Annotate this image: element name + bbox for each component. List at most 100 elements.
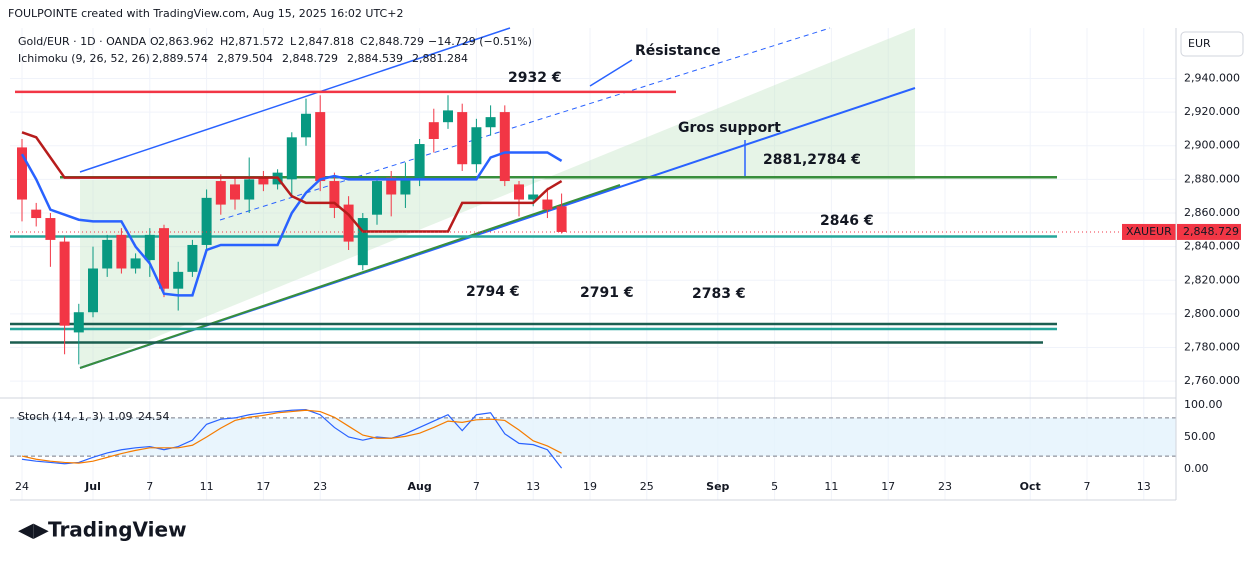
level-label: 2794 € [466,284,520,300]
x-tick-label: 23 [938,480,952,493]
level-label: 2791 € [580,285,634,301]
arrow [589,59,633,87]
candle-body [144,234,155,261]
y-tick-label: 2,760.000 [1184,374,1240,387]
candle-body [301,113,311,138]
stoch-legend-value: 1.09 [108,410,133,423]
ohlc-value: 2,847.818 [298,35,354,48]
y-tick-label: 2,900.000 [1184,139,1240,152]
stoch-line [21,409,562,464]
ohlc-key: H [220,35,228,48]
x-tick-label: Aug [407,480,431,493]
x-tick-label: 17 [881,480,895,493]
annotation: Résistance [635,43,721,59]
candle-body [88,268,98,313]
stoch-line [21,409,563,469]
candle-body [286,137,297,180]
x-tick-label: 17 [256,480,270,493]
candle-body [17,147,27,200]
x-tick-label: 13 [526,480,540,493]
stoch-title: Stoch (14, 1, 3) [18,410,103,423]
y-tick-label: 2,880.000 [1184,172,1240,185]
x-tick-label: 5 [771,480,778,493]
x-tick-label: 7 [473,480,480,493]
currency-box[interactable] [1180,31,1244,57]
candle-body [556,206,567,232]
x-tick-label: 25 [640,480,654,493]
ticker-box [1122,223,1176,240]
ichimoku-title: Ichimoku (9, 26, 52, 26) [18,52,150,65]
ichimoku-value: 2,848.729 [282,52,338,65]
candle-body [59,241,70,326]
candle-body [400,179,411,195]
candle-body [329,181,340,208]
candle-body [471,127,482,165]
stoch-tick-label: 100.00 [1184,398,1223,411]
y-tick-label: 2,800.000 [1184,307,1240,320]
ichimoku-value: 2,881.284 [412,52,468,65]
stoch-legend-value: 24.54 [138,410,170,423]
x-tick-label: 11 [824,480,838,493]
candle-body [258,177,269,185]
candle-body [443,110,453,123]
x-tick-label: Oct [1020,480,1041,493]
ichimoku-value: 2,884.539 [347,52,403,65]
last-price: 2,848.729 [1183,225,1239,238]
candle-body [315,112,326,182]
stoch-band [10,417,1176,457]
y-tick-label: 2,920.000 [1184,105,1240,118]
ohlc-key: O [150,35,159,48]
candle-body [542,199,553,210]
candle-body [357,218,368,266]
plot: 2932 € 2881,2784 € 2846 € 2794 € 2791 € 2783 … [10,43,1241,475]
x-tick-label: Sep [706,480,729,493]
y-tick-label: 2,940.000 [1184,71,1240,84]
candle-body [457,112,468,165]
last-price-box [1177,223,1241,240]
level-label: 2881,2784 € [763,152,861,168]
candle-body [201,197,212,245]
candle-body [499,112,510,182]
x-tick-label: 7 [1084,480,1091,493]
brand-logo: ◀▶ [18,518,49,542]
candle-body [528,194,539,200]
candle-body [414,144,425,178]
upper-trendline [79,27,511,173]
x-tick-label: 13 [1137,480,1151,493]
dashed-trendline [219,27,831,221]
change: −14.729 (−0.51%) [428,35,532,48]
candle-body [215,181,226,205]
brand: TradingView [48,518,187,542]
x-tick-label: 23 [313,480,327,493]
candle-body [485,117,496,128]
level-label: 2846 € [820,213,874,229]
candle-body [102,239,113,269]
candle-body [514,184,524,200]
ohlc-key: L [290,35,297,48]
annotation: Gros support [678,120,781,136]
currency[interactable]: EUR [1188,37,1211,50]
candle-body [187,244,198,272]
candle-body [73,312,84,333]
x-tick-label: 19 [583,480,597,493]
y-tick-label: 2,860.000 [1184,206,1240,219]
candle-body [428,122,439,139]
candle-body [372,181,382,215]
ichimoku-value: 2,889.574 [152,52,208,65]
stoch-tick-label: 50.00 [1184,430,1216,443]
ohlc-value: 2,871.572 [228,35,284,48]
candle-body [45,218,56,240]
x-tick-label: Jul [84,480,101,493]
level-label: 2783 € [692,286,746,302]
y-tick-label: 2,780.000 [1184,341,1240,354]
stoch-tick-label: 0.00 [1184,462,1209,475]
credit: FOULPOINTE created with TradingView.com,… [8,7,403,20]
ichimoku-value: 2,879.504 [217,52,273,65]
candle-body [159,228,169,289]
x-tick-label: 24 [15,480,29,493]
candle-body [244,179,255,200]
candle-body [343,204,354,242]
indicator-line [21,131,563,233]
triangle-zone [80,28,915,368]
